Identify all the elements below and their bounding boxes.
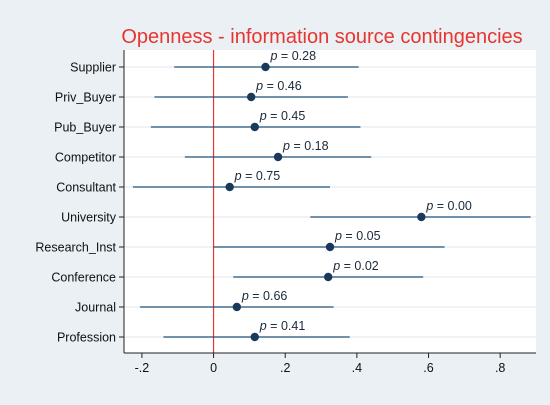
p-value-label-pub_buyer: p = 0.45 <box>259 109 306 123</box>
estimate-point-pub_buyer <box>250 122 259 132</box>
p-value-label-university: p = 0.00 <box>425 199 472 213</box>
estimate-point-journal <box>232 302 242 312</box>
category-label-supplier: Supplier <box>70 61 116 75</box>
x-tick-label-2: .2 <box>280 361 290 375</box>
category-label-priv_buyer: Priv_Buyer <box>55 91 116 105</box>
category-labels: Supplier Priv_Buyer Pub_Buyer Competitor Con… <box>35 61 124 345</box>
x-axis-ticks: -.2 0 .2 .4 .6 .8 <box>135 353 505 375</box>
x-tick-label-0: -.2 <box>135 361 150 375</box>
estimate-point-supplier <box>261 62 270 72</box>
estimate-point-conference <box>324 272 333 282</box>
estimate-point-university <box>417 212 426 222</box>
x-tick-label-5: .8 <box>495 361 505 375</box>
category-label-profession: Profession <box>57 331 116 345</box>
p-value-label-priv_buyer: p = 0.46 <box>255 79 302 93</box>
chart-title: Openness - information source contingenc… <box>121 26 522 48</box>
estimate-point-consultant <box>225 182 234 192</box>
category-label-conference: Conference <box>51 271 116 285</box>
category-label-research_inst: Research_Inst <box>35 241 116 255</box>
plot-area <box>124 50 536 353</box>
estimates-layer: p = 0.28 p = 0.46 p = 0.45 p = 0.18 p = 0.75… <box>132 49 531 342</box>
p-value-label-journal: p = 0.66 <box>241 289 288 303</box>
x-tick-label-3: .4 <box>352 361 362 375</box>
p-value-label-profession: p = 0.41 <box>259 319 306 333</box>
category-label-consultant: Consultant <box>56 181 116 195</box>
estimate-point-research_inst <box>325 242 335 252</box>
category-label-university: University <box>61 211 117 225</box>
estimate-point-priv_buyer <box>246 92 256 102</box>
estimate-point-competitor <box>273 152 283 162</box>
category-label-pub_buyer: Pub_Buyer <box>54 121 116 135</box>
x-tick-label-4: .6 <box>423 361 433 375</box>
category-label-journal: Journal <box>75 301 116 315</box>
x-tick-label-1: 0 <box>210 361 217 375</box>
p-value-label-supplier: p = 0.28 <box>270 49 317 63</box>
category-label-competitor: Competitor <box>55 151 116 165</box>
p-value-label-consultant: p = 0.75 <box>234 169 281 183</box>
p-value-label-conference: p = 0.02 <box>332 259 379 273</box>
estimate-point-profession <box>250 332 259 342</box>
p-value-label-competitor: p = 0.18 <box>282 139 329 153</box>
p-value-label-research_inst: p = 0.05 <box>334 229 381 243</box>
